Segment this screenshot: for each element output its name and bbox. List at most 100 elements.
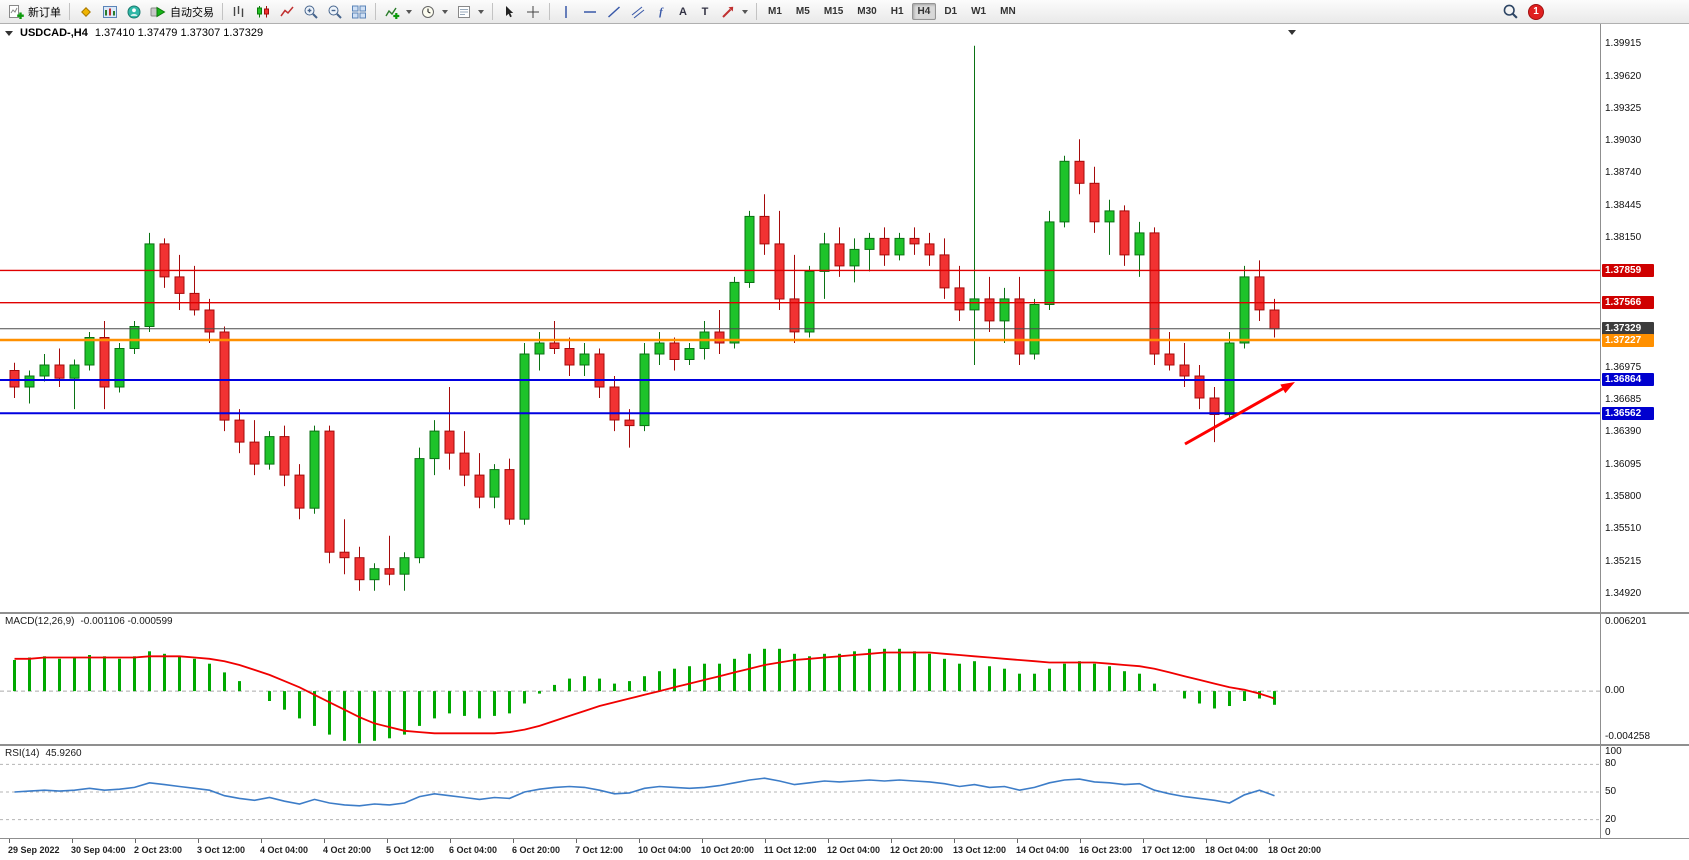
community-button[interactable]: [122, 1, 146, 23]
candle: [804, 265, 815, 338]
time-axis-tick: [576, 839, 577, 843]
candle: [249, 420, 260, 476]
candle: [1164, 332, 1175, 371]
candle: [339, 519, 350, 575]
candle: [1014, 276, 1025, 365]
time-axis-label: 3 Oct 12:00: [197, 845, 246, 855]
candle: [399, 552, 410, 591]
tile-windows-button[interactable]: [347, 1, 371, 23]
timeframe-button-h1[interactable]: H1: [890, 6, 904, 17]
horizontal-line-tool-button[interactable]: [578, 1, 602, 23]
chart-window-icon: [103, 5, 117, 18]
fibonacci-icon: f: [659, 5, 663, 18]
channel-tool-button[interactable]: [626, 1, 650, 23]
macd-axis[interactable]: 0.006201 0.00 -0.004258: [1600, 614, 1689, 744]
candle: [129, 321, 140, 354]
arrows-tool-button[interactable]: [716, 1, 752, 23]
annotation-arrowhead[interactable]: [1280, 382, 1295, 394]
rsi-axis[interactable]: 100 80 50 20 0: [1600, 746, 1689, 838]
templates-button[interactable]: [452, 1, 488, 23]
cursor-tool-button[interactable]: [497, 1, 521, 23]
macd-panel[interactable]: MACD(12,26,9) -0.001106 -0.000599 0.0062…: [0, 614, 1689, 744]
main-toolbar: 新订单 自动交易: [0, 0, 1689, 24]
timeframe-button-m30[interactable]: M30: [857, 6, 877, 17]
rsi-line: [14, 777, 1275, 807]
label-tool-button[interactable]: T: [694, 1, 716, 23]
candle: [174, 254, 185, 310]
rsi-axis-label: 80: [1605, 758, 1617, 770]
timeframe-button-m1[interactable]: M1: [768, 6, 782, 17]
vertical-line-tool-button[interactable]: [554, 1, 578, 23]
indicators-button[interactable]: [380, 1, 416, 23]
symbol-collapse-icon[interactable]: [5, 30, 13, 36]
timeframe-button-m15[interactable]: M15: [823, 6, 844, 17]
zoom-in-button[interactable]: [299, 1, 323, 23]
gold-button[interactable]: [74, 1, 98, 23]
time-axis-label: 18 Oct 20:00: [1268, 845, 1322, 855]
timeframe-button-m5[interactable]: M5: [795, 6, 810, 17]
rsi-axis-label: 0: [1605, 827, 1611, 838]
crosshair-tool-button[interactable]: [521, 1, 545, 23]
candle: [189, 265, 200, 316]
time-axis[interactable]: 29 Sep 2022 30 Sep 04:00 2 Oct 23:00 3 Oct …: [0, 838, 1689, 860]
timeframe-group: M1 M5 M15 M30 H1 H4 D1 W1 MN: [761, 3, 1023, 20]
notification-badge[interactable]: 1: [1528, 3, 1544, 20]
candlestick-chart-button[interactable]: [251, 1, 275, 23]
line-chart-icon: [280, 6, 294, 16]
candle: [564, 337, 575, 376]
time-axis-tick: [639, 839, 640, 843]
trendline-icon: [607, 5, 621, 18]
candlestick-chart[interactable]: [0, 24, 1600, 612]
price-tag: 1.36562: [1602, 406, 1654, 420]
search-icon[interactable]: [1502, 3, 1519, 20]
chart-menu-chevron-icon[interactable]: [1288, 30, 1296, 35]
candle: [789, 254, 800, 343]
toolbar-separator: [375, 3, 376, 20]
candle: [1104, 199, 1115, 255]
candle: [864, 232, 875, 272]
candle: [489, 464, 500, 509]
timeframe-button-h4[interactable]: H4: [911, 3, 937, 20]
annotation-arrow[interactable]: [1184, 386, 1285, 446]
bar-chart-button[interactable]: [227, 1, 251, 23]
candle: [384, 535, 395, 586]
panel-splitter[interactable]: [0, 744, 1689, 746]
time-axis-label: 7 Oct 12:00: [575, 845, 624, 855]
timeframe-button-d1[interactable]: D1: [944, 6, 958, 17]
toolbar-separator: [222, 3, 223, 20]
time-axis-tick: [891, 839, 892, 843]
autotrade-button[interactable]: 自动交易: [146, 1, 218, 23]
candle: [309, 425, 320, 514]
price-axis[interactable]: 1.39915 1.39620 1.39325 1.39030 1.38740 1.384…: [1600, 24, 1689, 612]
main-chart-panel[interactable]: USDCAD-,H4 1.37410 1.37479 1.37307 1.373…: [0, 24, 1689, 612]
zoom-out-button[interactable]: [323, 1, 347, 23]
new-order-button[interactable]: 新订单: [4, 1, 65, 23]
price-tag: 1.37329: [1602, 322, 1654, 336]
timeframe-button-w1[interactable]: W1: [971, 6, 987, 17]
rsi-panel[interactable]: RSI(14) 45.9260 100 80 50 20 0: [0, 746, 1689, 838]
chart-window-button[interactable]: [98, 1, 122, 23]
toolbar-separator: [756, 3, 757, 20]
candle: [279, 425, 290, 487]
timeframe-button-mn[interactable]: MN: [1000, 6, 1016, 17]
candle: [894, 232, 905, 261]
price-axis-label: 1.35800: [1605, 491, 1642, 503]
trendline-tool-button[interactable]: [602, 1, 626, 23]
candle: [144, 232, 155, 332]
fibonacci-tool-button[interactable]: f: [650, 1, 672, 23]
candle: [924, 232, 935, 266]
text-tool-button[interactable]: A: [672, 1, 694, 23]
label-icon: T: [701, 5, 709, 18]
panel-splitter[interactable]: [0, 612, 1689, 614]
line-chart-button[interactable]: [275, 1, 299, 23]
candle: [24, 370, 35, 404]
candle: [639, 343, 650, 432]
time-axis-tick: [1269, 839, 1270, 843]
macd-chart: [0, 648, 1600, 744]
periods-button[interactable]: [416, 1, 452, 23]
time-axis-tick: [1080, 839, 1081, 843]
price-axis-label: 1.34920: [1605, 588, 1642, 600]
candlestick-icon: [257, 5, 269, 17]
dropdown-chevron-icon: [478, 9, 484, 14]
candle: [609, 376, 620, 432]
